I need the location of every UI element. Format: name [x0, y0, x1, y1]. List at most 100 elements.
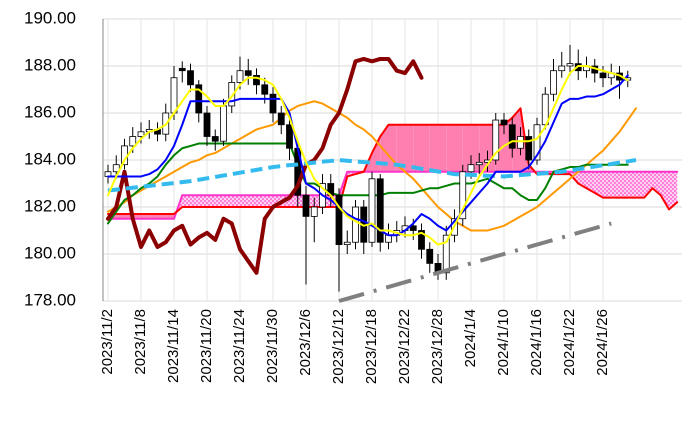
- cloud-segment: [462, 124, 471, 172]
- x-tick-label: 2023/11/20: [198, 309, 215, 383]
- candle-body: [178, 67, 186, 72]
- cloud-segment: [223, 195, 232, 207]
- series-line: [107, 65, 629, 246]
- series-line: [107, 74, 629, 237]
- candles: [104, 44, 632, 292]
- candle-body: [459, 171, 467, 220]
- candle-body: [558, 65, 566, 72]
- candle-body: [525, 136, 533, 161]
- candle-body: [170, 77, 178, 114]
- candle-body: [253, 75, 260, 86]
- cloud-segment: [429, 124, 438, 172]
- candle-body: [228, 82, 236, 107]
- x-tick-label: 2023/12/22: [396, 309, 413, 384]
- cloud-segment: [248, 195, 257, 207]
- candle-body: [385, 234, 392, 243]
- candle-body: [261, 84, 269, 95]
- cloud-segment: [380, 124, 389, 172]
- cloud-segment: [421, 124, 430, 172]
- cloud-segment: [190, 195, 199, 207]
- cloud-segment: [182, 195, 191, 207]
- series-line: [107, 107, 679, 216]
- x-tick-label: 2024/1/4: [462, 309, 479, 367]
- candle-body: [368, 178, 376, 243]
- cloud-segment: [198, 195, 207, 207]
- x-tick-label: 2024/1/22: [561, 309, 578, 376]
- cloud-segment: [116, 214, 125, 219]
- candle-body: [137, 131, 145, 137]
- candle-body: [335, 194, 343, 245]
- labels: 178.00 180.00 182.00 184.00 186.00 188.00 190.…: [24, 8, 611, 384]
- candle-body: [203, 112, 211, 137]
- candle-body: [129, 136, 137, 147]
- cloud-segment: [132, 214, 141, 219]
- cloud-segment: [446, 124, 455, 172]
- x-tick-label: 2024/1/26: [594, 309, 611, 376]
- candle-body: [467, 164, 475, 173]
- cloud-segment: [471, 124, 480, 172]
- cloud-segment: [627, 171, 636, 198]
- candle-body: [550, 70, 557, 95]
- series-line: [107, 100, 637, 232]
- x-tick-label: 2023/11/24: [231, 309, 248, 383]
- candle-body: [500, 119, 508, 126]
- candle-body: [187, 70, 194, 86]
- candle-body: [533, 124, 541, 161]
- cloud-segment: [157, 214, 166, 219]
- x-tick-label: 2023/12/18: [363, 309, 380, 384]
- lines: [107, 100, 679, 232]
- candle-body: [220, 105, 227, 142]
- cloud-segment: [660, 171, 669, 210]
- cloud-segment: [603, 171, 612, 198]
- y-tick-label: 188.00: [24, 55, 76, 74]
- series-line: [106, 56, 424, 275]
- candle-body: [112, 164, 120, 173]
- cloud-segment: [165, 214, 174, 219]
- candle-body: [442, 234, 450, 274]
- candle-body: [236, 70, 244, 83]
- candle-body: [418, 230, 425, 250]
- y-tick-label: 186.00: [24, 102, 76, 121]
- candle-body: [508, 124, 516, 149]
- x-tick-label: 2024/1/10: [495, 309, 512, 376]
- candle-body: [310, 206, 318, 217]
- cloud-segment: [636, 171, 645, 198]
- candle-body: [566, 63, 574, 67]
- candle-body: [426, 248, 434, 264]
- candle-body: [244, 70, 252, 76]
- cloud-segment: [231, 195, 240, 207]
- cloud-segment: [289, 195, 298, 207]
- cloud-segment: [619, 171, 628, 198]
- cloud-segment: [454, 124, 463, 172]
- cloud-segment: [149, 214, 158, 219]
- cloud-segment: [512, 108, 521, 172]
- cloud-segment: [413, 124, 422, 172]
- y-tick-label: 178.00: [24, 290, 76, 309]
- cloud-segment: [594, 171, 603, 198]
- cloud-segment: [669, 171, 678, 210]
- cloud-segment: [586, 171, 595, 193]
- series-line: [107, 158, 637, 193]
- x-tick-label: 2023/11/30: [264, 309, 281, 383]
- cloud-segment: [215, 195, 224, 207]
- x-tick-label: 2024/1/16: [528, 309, 545, 376]
- candle-body: [343, 241, 351, 245]
- cloud-segment: [141, 214, 150, 219]
- cloud-segment: [405, 124, 414, 172]
- x-tick-label: 2023/11/8: [132, 309, 149, 375]
- x-tick-label: 2023/12/28: [429, 309, 446, 384]
- candle-body: [211, 136, 219, 142]
- cloud-segment: [611, 171, 620, 198]
- candle-body: [517, 136, 524, 149]
- cloud-segment: [264, 195, 273, 207]
- x-tick-label: 2023/11/14: [165, 309, 182, 383]
- cloud-segment: [396, 124, 405, 172]
- candle-body: [195, 84, 203, 114]
- candle-body: [277, 112, 285, 126]
- y-tick-label: 180.00: [24, 243, 76, 262]
- series-line: [107, 142, 629, 225]
- x-tick-label: 2023/12/6: [297, 309, 314, 376]
- candle-body: [352, 206, 359, 243]
- candle-body: [376, 178, 384, 243]
